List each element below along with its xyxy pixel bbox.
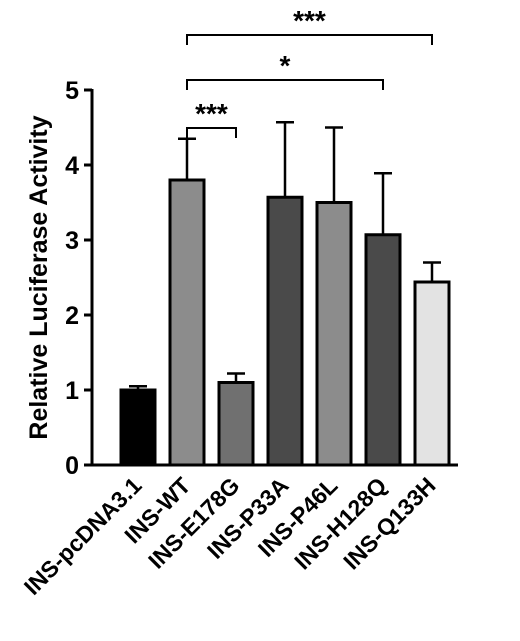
x-tick-labels: INS-pcDNA3.1INS-WTINS-E178GINS-P33AINS-P… (19, 472, 441, 600)
y-axis-label: Relative Luciferase Activity (25, 115, 53, 439)
y-tick-label: 0 (65, 452, 79, 480)
bar (364, 233, 402, 467)
significance-label: *** (293, 5, 326, 36)
significance-bracket (186, 127, 237, 138)
significance-label: * (280, 50, 291, 81)
y-tick-label: 1 (65, 377, 79, 405)
y-tick-label: 4 (65, 152, 79, 180)
significance-bracket (186, 79, 384, 90)
bar (168, 178, 206, 467)
significance-label: *** (195, 98, 228, 129)
significance-bracket (186, 34, 433, 45)
y-tick-label: 2 (65, 302, 79, 330)
y-tick-label: 3 (65, 227, 79, 255)
bar (413, 280, 451, 467)
bar (119, 388, 157, 467)
bars (119, 121, 451, 467)
bar (217, 381, 255, 467)
bar (315, 201, 353, 467)
y-tick-label: 5 (65, 77, 79, 105)
y-ticks: 0 1 2 3 4 5 (65, 77, 92, 480)
bar (266, 195, 304, 467)
significance-brackets: ******* (186, 5, 433, 138)
